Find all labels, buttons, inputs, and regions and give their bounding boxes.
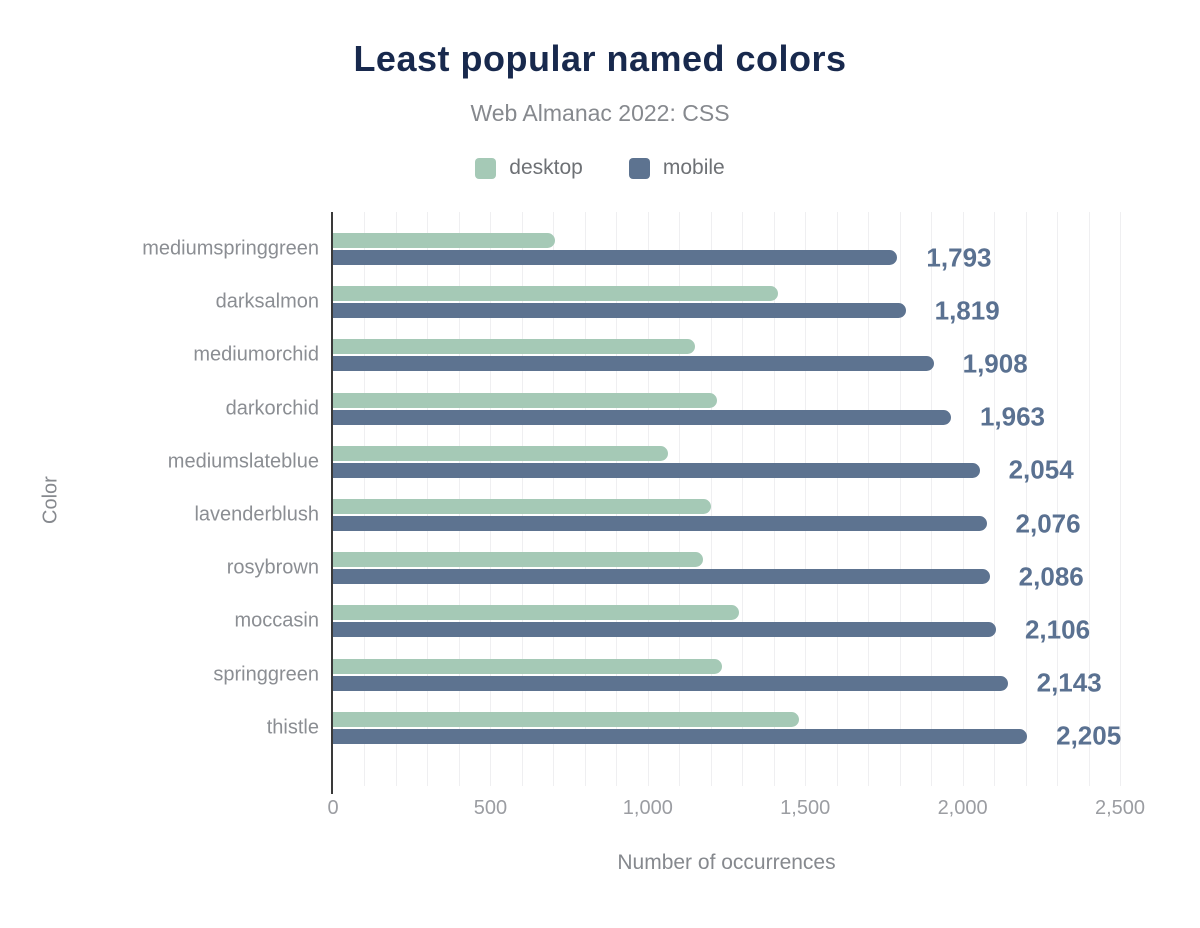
x-axis-ticks: 0 500 1,000 1,500 2,000 2,500 [327, 797, 1145, 821]
category-label-mediumspringgreen: mediumspringgreen [142, 237, 319, 260]
bar-desktop-darkorchid [333, 392, 718, 408]
bar-desktop-rosybrown [333, 552, 703, 568]
x-tick-1000: 1,000 [622, 797, 673, 819]
bar-mobile-mediumspringgreen [333, 250, 898, 265]
category-label-mediumslateblue: mediumslateblue [167, 450, 319, 473]
x-tick-2000: 2,000 [937, 797, 988, 819]
gridline-1400 [773, 212, 775, 786]
y-axis-line [331, 212, 333, 794]
gridline-2200 [1025, 212, 1027, 786]
bar-mobile-darksalmon [333, 303, 906, 319]
category-label-thistle: thistle [266, 716, 319, 739]
category-label-darksalmon: darksalmon [215, 290, 319, 313]
chart-subtitle: Web Almanac 2022: CSS [470, 100, 730, 126]
bar-desktop-thistle [333, 711, 799, 727]
gridline-1900 [931, 212, 933, 786]
legend-item-desktop: desktop [475, 156, 583, 180]
bar-mobile-moccasin [333, 622, 996, 638]
value-label-darksalmon: 1,819 [934, 295, 1000, 326]
x-tick-1500: 1,500 [780, 797, 831, 819]
bar-desktop-mediumslateblue [333, 445, 669, 461]
x-tick-500: 500 [473, 797, 508, 819]
gridline-1700 [868, 212, 870, 786]
bar-mobile-darkorchid [333, 409, 951, 425]
value-label-mediumspringgreen: 1,793 [926, 242, 992, 272]
value-label-moccasin: 2,106 [1024, 614, 1091, 645]
legend-label-mobile: mobile [662, 156, 725, 179]
value-label-thistle: 2,205 [1056, 720, 1122, 751]
gridline-1600 [836, 212, 838, 786]
bar-desktop-springgreen [333, 658, 722, 674]
bar-desktop-lavenderblush [333, 499, 711, 514]
category-label-darkorchid: darkorchid [225, 397, 319, 420]
gridline-2300 [1057, 212, 1059, 786]
bar-mobile-mediumslateblue [333, 462, 980, 478]
plot-area: 1,793 1,819 1,908 1,963 2,054 2,076 2,086 2,106… [331, 212, 1122, 794]
bar-mobile-thistle [333, 728, 1028, 744]
gridline-2100 [994, 212, 996, 786]
bar-desktop-moccasin [333, 605, 740, 621]
bar-mobile-springgreen [333, 675, 1008, 691]
legend-label-desktop: desktop [509, 156, 583, 179]
gridline-2400 [1088, 212, 1090, 786]
x-tick-2500: 2,500 [1094, 797, 1146, 819]
value-label-lavenderblush: 2,076 [1015, 508, 1081, 538]
gridline-2500 [1120, 212, 1121, 786]
bar-desktop-darksalmon [333, 286, 779, 302]
desktop-swatch-icon [475, 157, 497, 179]
category-label-lavenderblush: lavenderblush [194, 503, 319, 526]
bar-desktop-mediumorchid [333, 339, 696, 355]
legend-item-mobile: mobile [628, 156, 725, 180]
chart-title: Least popular named colors [353, 38, 847, 79]
gridline-1200 [710, 212, 712, 786]
value-label-springgreen: 2,143 [1036, 667, 1102, 698]
category-label-mediumorchid: mediumorchid [193, 343, 319, 366]
bar-mobile-mediumorchid [333, 356, 934, 372]
category-label-moccasin: moccasin [234, 609, 319, 632]
x-axis-title: Number of occurrences [617, 851, 836, 874]
bar-desktop-mediumspringgreen [333, 233, 555, 248]
category-label-springgreen: springgreen [213, 663, 319, 686]
legend: desktop mobile [0, 156, 1200, 180]
gridline-1800 [899, 212, 901, 786]
gridline-1300 [742, 212, 744, 786]
gridline-1500 [805, 212, 807, 786]
value-label-rosybrown: 2,086 [1018, 561, 1084, 592]
x-tick-0: 0 [327, 797, 339, 819]
value-label-darkorchid: 1,963 [979, 401, 1046, 432]
value-label-mediumorchid: 1,908 [962, 348, 1028, 379]
value-label-mediumslateblue: 2,054 [1008, 454, 1074, 485]
gridline-2000 [962, 212, 964, 786]
bar-mobile-lavenderblush [333, 516, 987, 531]
mobile-swatch-icon [628, 157, 650, 179]
category-label-rosybrown: rosybrown [226, 556, 319, 579]
bar-mobile-rosybrown [333, 569, 990, 585]
